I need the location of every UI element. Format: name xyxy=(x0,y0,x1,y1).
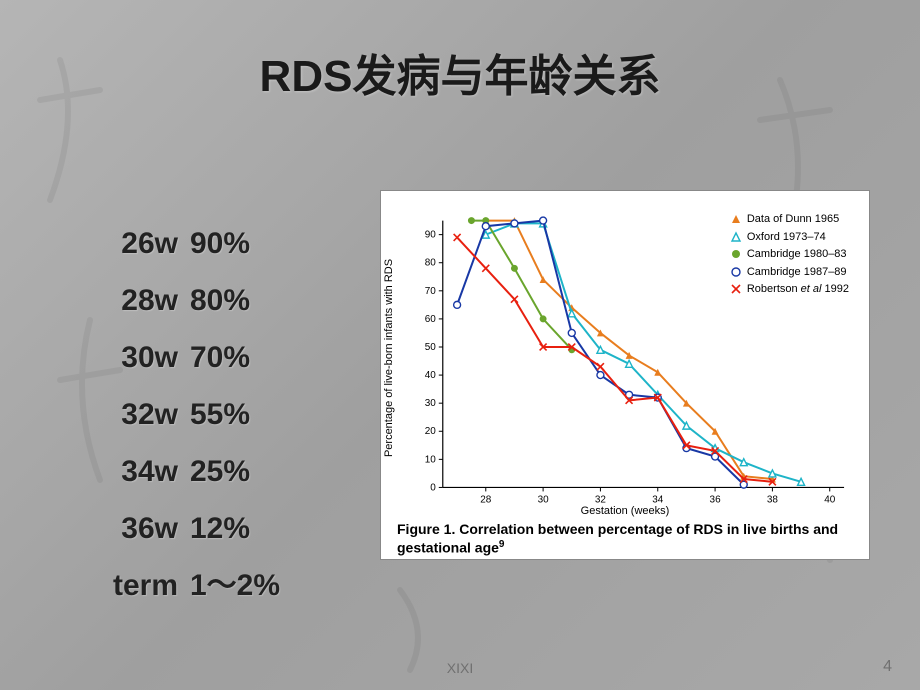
svg-text:40: 40 xyxy=(425,370,437,381)
svg-text:38: 38 xyxy=(767,494,779,505)
chart-caption: Figure 1. Correlation between percentage… xyxy=(391,521,859,557)
list-item: 26w 90% xyxy=(95,215,290,272)
svg-text:36: 36 xyxy=(710,494,722,505)
svg-text:30: 30 xyxy=(425,398,437,409)
chart-xlabel: Gestation (weeks) xyxy=(581,505,670,517)
list-item: 30w 70% xyxy=(95,329,290,386)
list-item: 34w 25% xyxy=(95,443,290,500)
legend-item: Cambridge 1980–83 xyxy=(729,246,849,263)
week-label: 36w xyxy=(95,500,190,557)
chart-ylabel: Percentage of live-born infants with RDS xyxy=(383,259,395,457)
chart-caption-text: Figure 1. Correlation between percentage… xyxy=(397,521,838,555)
pct-label: 70% xyxy=(190,329,290,386)
svg-text:90: 90 xyxy=(425,230,437,241)
svg-text:20: 20 xyxy=(425,426,437,437)
pct-label: 1～2% xyxy=(190,557,290,614)
week-label: 34w xyxy=(95,443,190,500)
page-number: 4 xyxy=(883,658,892,676)
pct-label: 55% xyxy=(190,386,290,443)
chart-caption-ref: 9 xyxy=(499,539,505,550)
pct-label: 25% xyxy=(190,443,290,500)
chart-figure: 0 10 20 30 40 50 60 70 80 90 28 30 32 34 36 38 40 Percen… xyxy=(380,190,870,560)
pct-label: 90% xyxy=(190,215,290,272)
svg-text:30: 30 xyxy=(538,494,550,505)
legend-item: Data of Dunn 1965 xyxy=(729,211,849,228)
svg-text:0: 0 xyxy=(430,482,436,493)
pct-label: 12% xyxy=(190,500,290,557)
svg-text:80: 80 xyxy=(425,258,437,269)
footer-author: XIXI xyxy=(0,660,920,676)
week-label: 30w xyxy=(95,329,190,386)
list-item: 32w 55% xyxy=(95,386,290,443)
week-label: 26w xyxy=(95,215,190,272)
svg-text:60: 60 xyxy=(425,314,437,325)
week-label: 28w xyxy=(95,272,190,329)
week-label: 32w xyxy=(95,386,190,443)
chart-legend: Data of Dunn 1965Oxford 1973–74Cambridge… xyxy=(729,211,849,299)
chart-plot-area: 010203040506070809028303234363840 Percen… xyxy=(391,203,859,513)
svg-text:34: 34 xyxy=(652,494,664,505)
svg-text:50: 50 xyxy=(425,342,437,353)
pct-label: 80% xyxy=(190,272,290,329)
slide-title: RDS发病与年龄关系 xyxy=(0,40,920,104)
svg-text:70: 70 xyxy=(425,286,437,297)
legend-item: Cambridge 1987–89 xyxy=(729,264,849,281)
list-item: 28w 80% xyxy=(95,272,290,329)
list-item: 36w 12% xyxy=(95,500,290,557)
svg-text:10: 10 xyxy=(425,454,437,465)
list-item: term 1～2% xyxy=(95,557,290,614)
week-label: term xyxy=(95,557,190,614)
incidence-list: 26w 90% 28w 80% 30w 70% 32w 55% 34w 25% … xyxy=(95,215,290,614)
svg-text:32: 32 xyxy=(595,494,607,505)
legend-item: Oxford 1973–74 xyxy=(729,229,849,246)
legend-item: Robertson et al 1992 xyxy=(729,281,849,298)
svg-text:40: 40 xyxy=(824,494,836,505)
svg-text:28: 28 xyxy=(480,494,492,505)
